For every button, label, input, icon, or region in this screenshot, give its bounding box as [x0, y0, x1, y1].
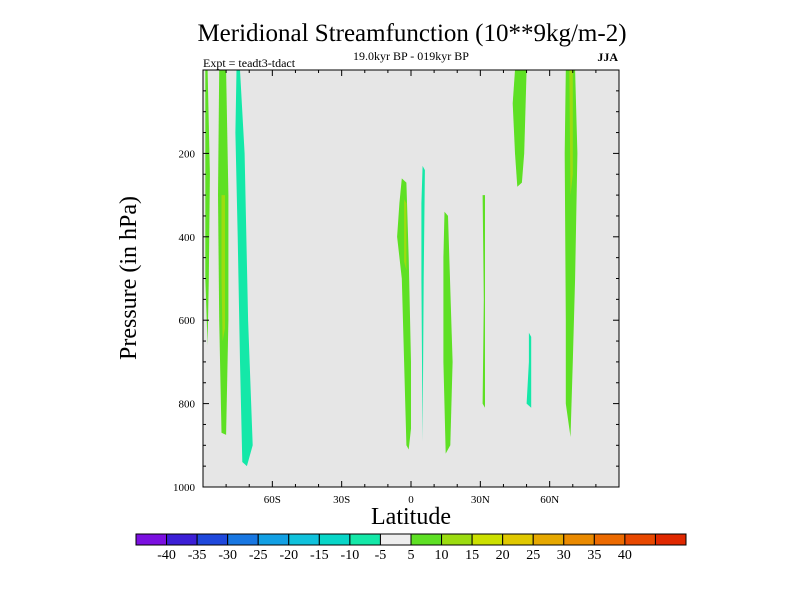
colorbar-label: -20	[279, 548, 298, 563]
y-tick-label: 200	[179, 148, 196, 160]
x-tick-label: 30S	[333, 494, 350, 506]
colorbar-swatch	[624, 533, 656, 546]
plot-area: 60S 30S 0 30N 60N 200 400 600 800 1000	[173, 69, 620, 506]
colorbar-label: 5	[408, 548, 415, 563]
colorbar-label: 40	[618, 548, 632, 563]
x-tick-label: 0	[408, 494, 414, 506]
colorbar-label: 10	[435, 548, 449, 563]
colorbar-swatch	[288, 533, 320, 546]
contour-region-equator-positive	[397, 178, 411, 450]
colorbar-swatch	[593, 533, 626, 546]
contour-region-30n-positive	[482, 195, 485, 408]
colorbar-label: 20	[496, 548, 510, 563]
colorbar-swatch	[410, 533, 443, 546]
chart-title: Meridional Streamfunction (10**9kg/m-2)	[197, 20, 626, 47]
colorbar-label: 25	[526, 548, 540, 563]
colorbar-label: 30	[557, 548, 571, 563]
contour-region-15n-positive	[443, 211, 453, 454]
colorbar-swatch	[135, 533, 168, 546]
colorbar-label: 15	[465, 548, 479, 563]
colorbar-swatch	[349, 533, 381, 546]
y-axis-label: Pressure (in hPa)	[116, 196, 142, 360]
colorbar-swatch	[471, 533, 504, 546]
contour-region-65n-positive	[564, 70, 578, 437]
colorbar-swatch	[318, 533, 351, 546]
colorbar-swatch	[379, 533, 412, 546]
colorbar-swatch	[654, 533, 687, 546]
colorbar-label: -25	[249, 548, 268, 563]
y-tick-label: 400	[179, 232, 196, 244]
contour-region-equator-core	[404, 199, 407, 271]
contour-region-sh-60s-narrow-band	[205, 70, 210, 346]
y-tick-label: 1000	[173, 482, 196, 494]
contour-region-eq-negative-thin	[421, 165, 425, 442]
x-axis-label: Latitude	[371, 504, 451, 530]
colorbar-label: -5	[375, 548, 387, 563]
contour-region-45n-positive	[512, 70, 527, 187]
x-tick-label: 60S	[264, 494, 281, 506]
contour-region-sh-55s-negative	[235, 70, 253, 467]
colorbar-label: -10	[341, 548, 360, 563]
colorbar-label: 35	[587, 548, 601, 563]
colorbar-swatch	[196, 533, 229, 546]
colorbar-label: -40	[157, 548, 176, 563]
colorbar: -40 -35 -30 -25 -20 -15 -10 -5 5 10 15 20 25 30 35 40	[135, 533, 687, 563]
y-tick-label: 600	[179, 315, 196, 327]
colorbar-swatch	[563, 533, 595, 546]
colorbar-label: -15	[310, 548, 329, 563]
colorbar-swatch	[166, 533, 198, 546]
contour-region-35n-negative	[526, 332, 532, 408]
season-label: JJA	[597, 50, 618, 64]
colorbar-swatch	[257, 533, 290, 546]
contour-region-65n-core	[569, 70, 573, 196]
x-tick-label: 60N	[540, 494, 559, 506]
colorbar-label: -30	[218, 548, 237, 563]
colorbar-swatch	[227, 533, 259, 546]
colorbar-swatch	[441, 533, 473, 546]
y-tick-label: 800	[179, 399, 196, 411]
colorbar-swatch	[502, 533, 534, 546]
x-tick-label: 30N	[471, 494, 490, 506]
chart-subtitle: 19.0kyr BP - 019kyr BP	[353, 49, 469, 63]
colorbar-swatch	[532, 533, 565, 546]
experiment-label: Expt = teadt3-tdact	[203, 56, 296, 70]
colorbar-label: -35	[188, 548, 207, 563]
contour-region-sh-65s-core	[221, 195, 225, 342]
